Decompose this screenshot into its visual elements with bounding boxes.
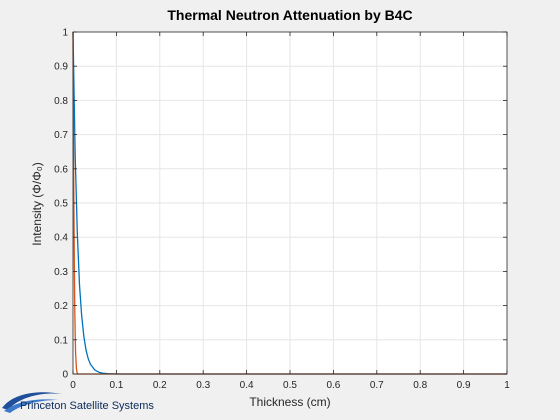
logo-text: Princeton Satellite Systems	[20, 400, 154, 412]
y-tick-label: 0.8	[54, 96, 68, 107]
x-axis-label: Thickness (cm)	[249, 395, 330, 409]
x-tick-label: 0.9	[457, 380, 471, 391]
x-tick-label: 0.2	[153, 380, 167, 391]
x-tick-label: 0.5	[283, 380, 297, 391]
y-axis-label: Intensity (Φ/Φ₀)	[30, 162, 44, 245]
x-tick-label: 0	[70, 380, 76, 391]
y-tick-label: 0.2	[54, 301, 68, 312]
princeton-satellite-systems-logo	[2, 392, 62, 413]
y-tick-label: 0.4	[54, 233, 68, 244]
x-tick-label: 0.7	[370, 380, 384, 391]
y-tick-label: 1	[62, 28, 68, 39]
x-tick-label: 0.1	[109, 380, 123, 391]
x-tick-label: 0.8	[413, 380, 427, 391]
y-tick-label: 0.5	[54, 199, 68, 210]
plot-area: 0 0.1 0.2 0.3 0.4 0.5 0.6 0.7 0.8 0.9 1 0 0.1 0.2 0.3 0…	[54, 28, 510, 392]
y-tick-label: 0.9	[54, 62, 68, 73]
y-tick-label: 0.7	[54, 130, 68, 141]
y-tick-label: 0.6	[54, 164, 68, 175]
y-tick-label: 0.1	[54, 335, 68, 346]
y-tick-label: 0	[62, 370, 68, 381]
x-tick-label: 0.6	[326, 380, 340, 391]
x-tick-label: 0.4	[240, 380, 254, 391]
x-tick-label: 1	[504, 380, 510, 391]
chart-title: Thermal Neutron Attenuation by B4C	[167, 7, 412, 23]
x-tick-label: 0.3	[196, 380, 210, 391]
y-tick-label: 0.3	[54, 267, 68, 278]
